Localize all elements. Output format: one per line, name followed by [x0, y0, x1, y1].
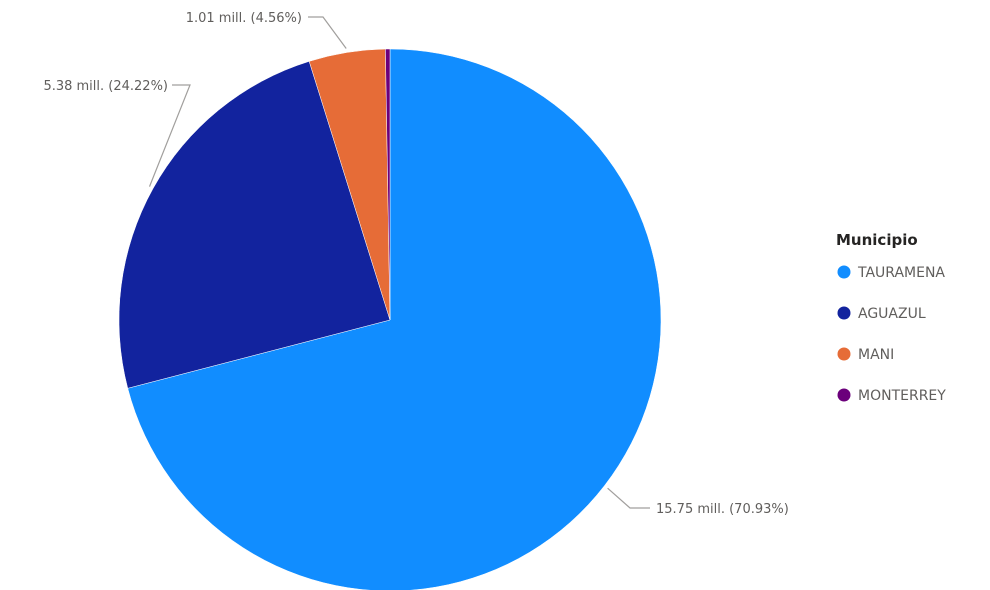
pie-slice-monterrey[interactable]	[385, 48, 391, 321]
legend[interactable]: Municipio TAURAMENA AGUAZUL MANI MONTERREY	[836, 231, 946, 404]
legend-title: Municipio	[836, 231, 918, 249]
legend-label-tauramena: TAURAMENA	[857, 265, 945, 281]
legend-item-aguazul[interactable]: AGUAZUL	[837, 306, 926, 322]
pie-data-labels: 15.75 mill. (70.93%) 5.38 mill. (24.22%) 1…	[43, 11, 788, 517]
leader-line-mani	[308, 16, 347, 49]
legend-marker-monterrey	[837, 388, 851, 402]
legend-marker-tauramena	[837, 265, 851, 279]
leader-line-aguazul	[148, 84, 191, 187]
pie-slices	[118, 48, 662, 590]
pie-slice-aguazul[interactable]	[118, 61, 391, 389]
legend-marker-aguazul	[837, 306, 851, 320]
legend-item-monterrey[interactable]: MONTERREY	[837, 388, 947, 404]
data-label-mani: 1.01 mill. (4.56%)	[186, 11, 302, 26]
legend-label-mani: MANI	[858, 347, 894, 363]
data-label-aguazul: 5.38 mill. (24.22%)	[43, 79, 168, 94]
legend-items: TAURAMENA AGUAZUL MANI MONTERREY	[837, 265, 947, 404]
legend-label-aguazul: AGUAZUL	[858, 306, 926, 322]
legend-marker-mani	[837, 347, 851, 361]
pie-slice-tauramena[interactable]	[127, 48, 662, 590]
legend-item-mani[interactable]: MANI	[837, 347, 895, 363]
legend-item-tauramena[interactable]: TAURAMENA	[837, 265, 946, 281]
legend-label-monterrey: MONTERREY	[858, 388, 946, 404]
data-label-tauramena: 15.75 mill. (70.93%)	[656, 502, 789, 517]
leader-line-tauramena	[607, 487, 650, 509]
